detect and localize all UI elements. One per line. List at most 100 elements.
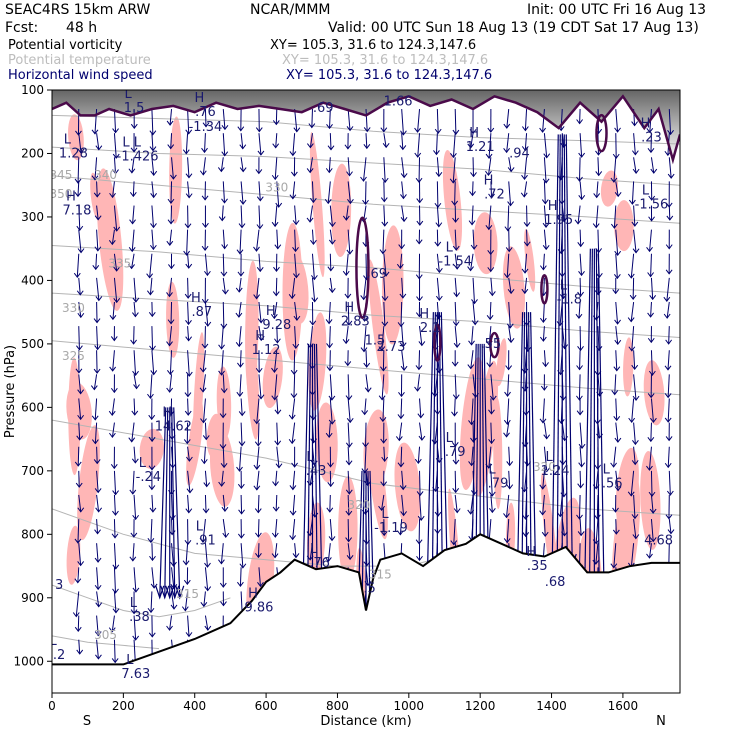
x-tick-label: 1600: [608, 699, 639, 713]
wind-arrow: [401, 157, 405, 178]
wind-arrow-head: [167, 144, 175, 150]
wind-arrow: [222, 253, 225, 276]
wind-arrow: [133, 277, 137, 302]
x-end-left-label: S: [83, 714, 91, 729]
pv-extremum-kind: H: [66, 190, 76, 205]
wind-arrow: [365, 109, 368, 132]
wind-arrow: [615, 519, 617, 534]
wind-arrow-head: [166, 120, 174, 126]
wind-arrow: [507, 374, 510, 397]
wind-arrow: [291, 398, 296, 419]
wind-arrow-head: [452, 488, 460, 494]
wind-arrow: [204, 567, 209, 591]
wind-arrow: [454, 109, 457, 135]
wind-arrow-head: [631, 364, 639, 370]
wind-arrow: [490, 277, 493, 296]
wind-arrow-head: [345, 395, 353, 401]
wind-arrow: [204, 615, 209, 631]
wind-arrow-head: [113, 266, 121, 272]
legend-theta-name: Potential temperature: [8, 53, 151, 68]
wind-arrow: [240, 181, 244, 205]
wind-arrow-head: [649, 295, 657, 301]
wind-arrow: [170, 205, 173, 224]
wind-arrow: [508, 326, 512, 343]
wind-arrow-head: [539, 510, 547, 516]
pv-extremum-kind: L: [488, 463, 496, 478]
wind-arrow: [579, 470, 582, 488]
wind-arrow-head: [72, 612, 80, 618]
pv-extremum-value: .79: [488, 477, 509, 492]
wind-arrow-head: [613, 416, 621, 422]
wind-arrow-head: [237, 581, 244, 588]
wind-arrow-head: [109, 432, 116, 438]
wind-arrow-head: [488, 507, 496, 514]
wind-arrow-head: [610, 563, 618, 569]
wind-arrow-head: [185, 173, 193, 179]
wind-arrow: [292, 494, 296, 515]
wind-arrow-head: [467, 266, 474, 272]
wind-arrow-head: [663, 313, 671, 319]
wind-arrow-head: [201, 147, 208, 154]
wind-arrow: [633, 446, 636, 465]
pv-extremum-value: .38: [129, 610, 150, 625]
wind-arrow: [96, 543, 99, 563]
wind-arrow-head: [576, 410, 584, 416]
wind-arrow-head: [253, 246, 260, 252]
wind-arrow: [238, 326, 242, 347]
theta-label: 345: [49, 168, 72, 182]
wind-arrow: [187, 253, 190, 269]
wind-arrow-head: [418, 341, 426, 347]
wind-arrow: [113, 109, 117, 133]
wind-arrow-head: [542, 178, 550, 184]
wind-arrow-head: [239, 144, 247, 150]
wind-arrow-head: [632, 168, 640, 174]
wind-arrow: [506, 398, 510, 425]
wind-arrow-head: [364, 387, 372, 393]
wind-arrow-head: [378, 346, 386, 352]
wind-arrow: [113, 157, 117, 174]
pv-positive-region: [502, 246, 525, 329]
wind-arrow-head: [202, 222, 209, 228]
wind-arrow: [436, 109, 439, 134]
wind-arrow-head: [290, 171, 298, 177]
wind-arrow: [113, 543, 117, 569]
wind-arrow: [78, 639, 81, 654]
wind-arrow-head: [129, 219, 136, 225]
wind-arrow-head: [627, 491, 635, 497]
wind-arrow-head: [631, 150, 639, 156]
wind-arrow: [184, 591, 189, 611]
wind-arrow-head: [414, 127, 421, 133]
wind-arrow-head: [94, 488, 102, 494]
wind-arrow-head: [253, 294, 261, 300]
wind-arrow: [151, 350, 155, 375]
wind-arrow-head: [345, 510, 353, 516]
wind-arrow: [579, 446, 583, 467]
pv-extremum-value: -1.426: [117, 150, 159, 165]
wind-arrow-head: [451, 411, 458, 417]
wind-arrow: [96, 277, 100, 301]
wind-arrow-head: [378, 395, 386, 401]
pv-extremum-kind: H: [484, 174, 494, 189]
wind-arrow: [542, 301, 545, 323]
wind-arrow-head: [486, 315, 494, 321]
wind-arrow-head: [649, 537, 657, 543]
pv-extremum-value: 3: [55, 578, 63, 593]
wind-arrow: [615, 229, 619, 256]
wind-arrow-head: [129, 556, 137, 562]
wind-arrow-head: [363, 127, 371, 133]
wind-arrow: [78, 326, 80, 350]
wind-arrow-head: [434, 241, 442, 247]
wind-arrow-head: [75, 130, 82, 136]
wind-arrow: [508, 446, 511, 466]
wind-arrow-head: [217, 167, 225, 173]
wind-arrow-head: [150, 583, 158, 589]
wind-arrow-head: [577, 483, 585, 489]
wind-arrow-head: [255, 532, 262, 538]
wind-arrow: [222, 494, 226, 512]
wind-arrow-head: [112, 608, 120, 614]
wind-arrow: [327, 543, 331, 562]
wind-arrow: [274, 519, 278, 538]
wind-arrow: [328, 422, 331, 438]
pv-positive-region: [496, 338, 507, 387]
wind-arrow: [292, 470, 296, 490]
